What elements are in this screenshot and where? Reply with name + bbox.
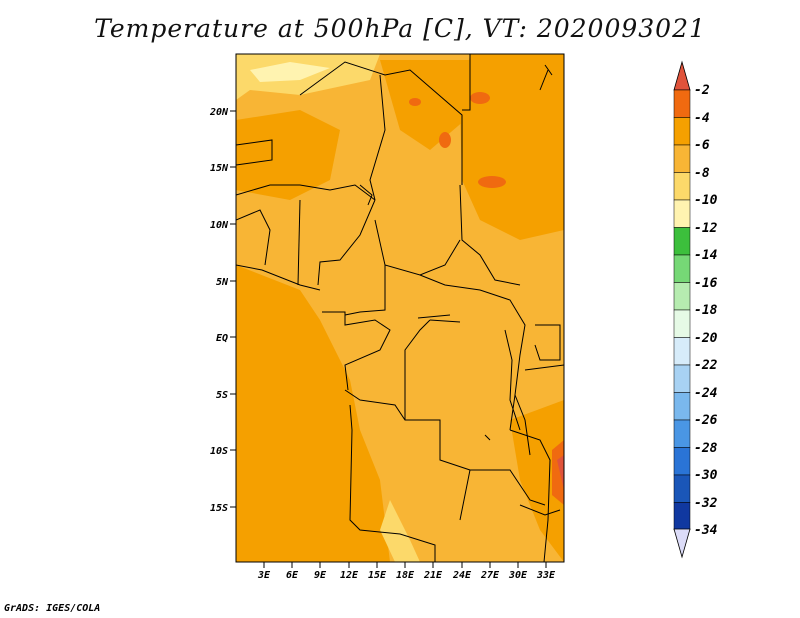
map-title: Temperature at 500hPa [C], VT: 202009302… xyxy=(94,14,706,43)
lon-tick-label: 18E xyxy=(396,570,415,581)
colorbar: -2 -4 -6 -8 -10 -12 -14 -16 -18 -20 -22 … xyxy=(673,60,718,559)
colorbar-label: -28 xyxy=(694,441,718,456)
colorbar-label: -32 xyxy=(694,496,718,511)
lat-tick-label: 10N xyxy=(210,220,229,231)
colorbar-swatch xyxy=(673,392,691,421)
lon-tick-label: 33E xyxy=(536,570,556,581)
colorbar-swatch xyxy=(673,89,691,118)
lon-tick-label: 15E xyxy=(368,570,387,581)
colorbar-label: -18 xyxy=(694,303,718,318)
colorbar-swatch xyxy=(673,172,691,201)
colorbar-label: -12 xyxy=(694,221,718,236)
temperature-field xyxy=(236,54,564,562)
colorbar-label: -34 xyxy=(694,523,718,538)
colorbar-top-arrow xyxy=(673,60,691,91)
colorbar-label: -6 xyxy=(694,138,710,153)
colorbar-label: -4 xyxy=(694,111,710,126)
colorbar-swatch xyxy=(673,144,691,173)
colorbar-swatch xyxy=(673,254,691,283)
colorbar-swatch xyxy=(673,474,691,503)
lon-tick-label: 6E xyxy=(286,570,299,581)
lon-tick-label: 12E xyxy=(340,570,359,581)
lat-tick-label: 5S xyxy=(216,390,228,401)
grads-credit: GrADS: IGES/COLA xyxy=(4,603,101,614)
colorbar-bottom-arrow xyxy=(673,528,691,559)
lat-tick-label: 15S xyxy=(210,503,228,514)
lon-tick-label: 3E xyxy=(257,570,271,581)
lon-tick-label: 24E xyxy=(452,570,472,581)
colorbar-swatch xyxy=(673,227,691,256)
colorbar-label: -10 xyxy=(694,193,718,208)
lat-tick-label: 5N xyxy=(216,277,229,288)
lat-tick-label: 10S xyxy=(210,446,228,457)
colorbar-label: -20 xyxy=(694,331,718,346)
country-borders xyxy=(236,54,564,562)
lat-tick-label: EQ xyxy=(216,333,228,344)
colorbar-swatch xyxy=(673,502,691,531)
colorbar-label: -24 xyxy=(694,386,718,401)
colorbar-label: -30 xyxy=(694,468,718,483)
longitude-axis: 3E 6E 9E 12E 15E 18E 21E 24E 27E 30E 33E xyxy=(257,562,556,581)
colorbar-label: -26 xyxy=(694,413,718,428)
colorbar-label: -8 xyxy=(694,166,710,181)
lat-tick-label: 20N xyxy=(209,107,229,118)
colorbar-swatch xyxy=(673,364,691,393)
map-frame xyxy=(235,53,565,563)
colorbar-label: -14 xyxy=(694,248,718,263)
colorbar-swatch xyxy=(673,309,691,338)
colorbar-swatch xyxy=(673,447,691,476)
lon-tick-label: 9E xyxy=(314,570,327,581)
lon-tick-label: 21E xyxy=(423,570,443,581)
colorbar-swatch xyxy=(673,337,691,366)
lat-tick-label: 15N xyxy=(210,163,229,174)
colorbar-swatch xyxy=(673,282,691,311)
colorbar-swatch xyxy=(673,117,691,146)
lon-tick-label: 30E xyxy=(508,570,528,581)
colorbar-label: -22 xyxy=(694,358,718,373)
lon-tick-label: 27E xyxy=(480,570,500,581)
latitude-axis: 20N 15N 10N 5N EQ 5S 10S 15S xyxy=(209,107,236,514)
colorbar-label: -2 xyxy=(694,83,710,98)
colorbar-label: -16 xyxy=(694,276,718,291)
colorbar-swatch xyxy=(673,199,691,228)
colorbar-swatch xyxy=(673,419,691,448)
